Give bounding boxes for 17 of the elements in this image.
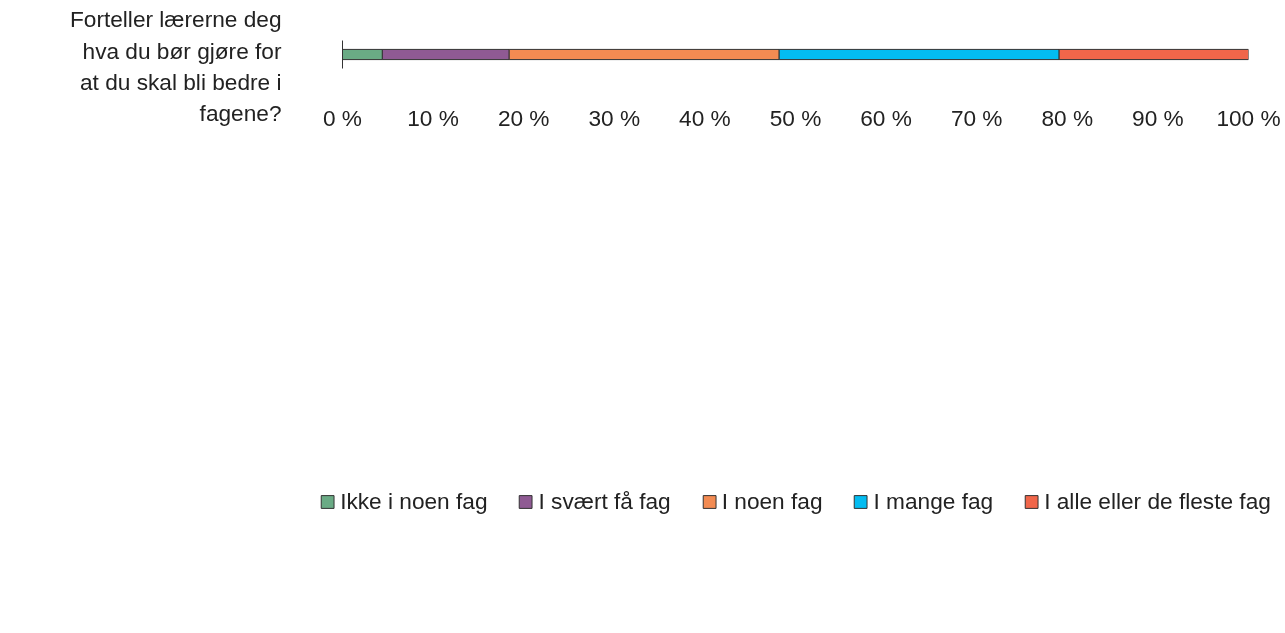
x-tick-label: 90 % [1132, 104, 1184, 131]
legend-label: I alle eller de fleste fag [1044, 487, 1271, 515]
legend-label: I svært få fag [538, 487, 671, 515]
x-tick-label: 0 % [322, 104, 363, 131]
x-tick-label: 30 % [588, 104, 641, 131]
legend-label: I noen fag [721, 487, 823, 515]
x-tick-label: 100 % [1216, 104, 1281, 131]
x-tick-label: 60 % [860, 104, 912, 131]
legend-label: I mange fag [873, 487, 994, 515]
x-tick-label: 80 % [1041, 104, 1094, 131]
x-tick-label: 50 % [769, 104, 822, 131]
x-tick-label: 70 % [950, 104, 1003, 131]
x-tick-label: 10 % [407, 104, 459, 131]
x-tick-label: 40 % [679, 104, 731, 131]
y-tick-label: Forteller lærerne deg hva du bør gjøre for at du skal bli bedre i fagene? [69, 6, 282, 126]
x-tick-label: 20 % [497, 104, 550, 131]
legend-label: Ikke i noen fag [340, 487, 488, 515]
